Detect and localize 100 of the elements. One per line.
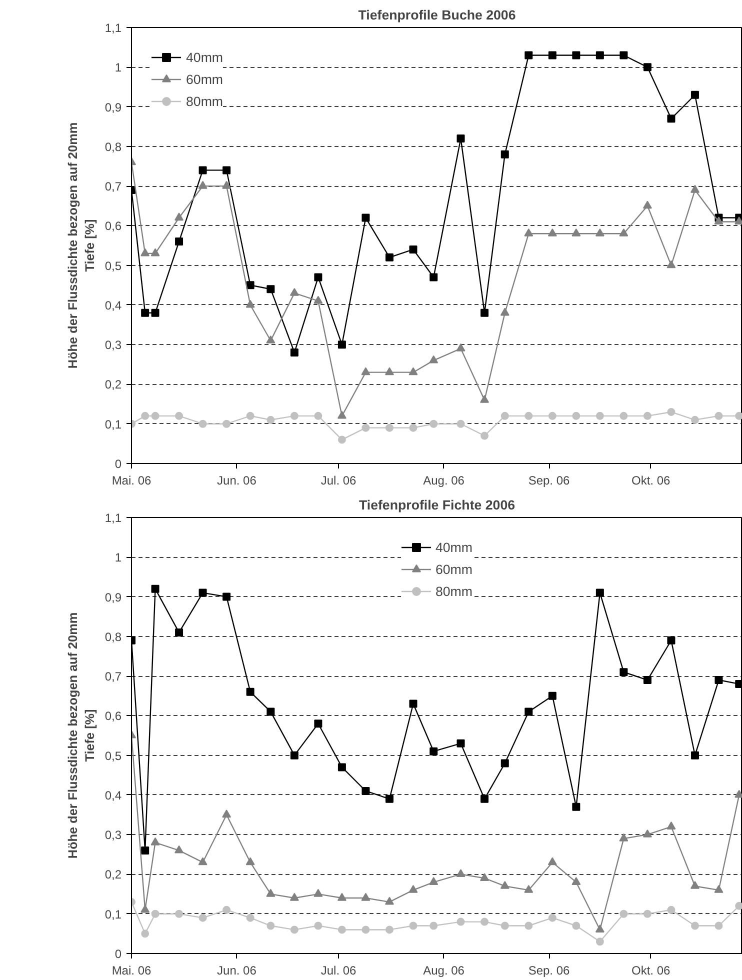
x-tick-label: Jul. 06 [320, 474, 357, 488]
point [619, 228, 628, 236]
point [572, 228, 581, 236]
point [361, 367, 370, 376]
y-tick-label: 0,1 [104, 907, 122, 922]
point [140, 904, 150, 913]
y-tick-label: 0 [114, 457, 122, 471]
point [198, 857, 208, 866]
point [429, 355, 438, 364]
point [409, 700, 418, 708]
point [595, 924, 604, 933]
point [314, 296, 323, 304]
point [290, 892, 299, 901]
point [198, 914, 207, 922]
point [429, 877, 438, 885]
point [384, 367, 394, 376]
y-tick-label: 0,1 [104, 417, 122, 432]
point [246, 914, 254, 922]
legend-label: 60mm [186, 72, 224, 86]
point [246, 857, 255, 866]
point [150, 248, 160, 256]
point [735, 902, 742, 910]
point [384, 896, 394, 905]
point [596, 412, 604, 420]
y-tick-label: 0,9 [104, 100, 122, 114]
point [409, 922, 418, 930]
point [314, 412, 322, 420]
point [174, 212, 184, 221]
point [620, 51, 628, 60]
point [500, 759, 509, 768]
point [690, 751, 699, 760]
point [175, 238, 184, 246]
point [362, 786, 370, 795]
point [714, 922, 723, 930]
point [548, 412, 556, 420]
point [620, 668, 628, 676]
point [175, 628, 184, 636]
point [266, 888, 276, 897]
point [642, 829, 652, 838]
point [290, 348, 298, 357]
point [338, 436, 346, 444]
point [198, 180, 208, 189]
point [338, 763, 346, 772]
y-tick-label: 1,1 [104, 21, 122, 35]
point [430, 420, 438, 428]
y-tick-label: 0,2 [104, 378, 122, 392]
point [409, 424, 418, 432]
point [595, 228, 604, 236]
y-tick-label: 0,8 [104, 140, 122, 154]
point [456, 918, 465, 926]
point [175, 910, 184, 918]
point [667, 636, 676, 644]
x-tick-label: Jun. 06 [217, 474, 257, 488]
point [620, 412, 628, 420]
point [735, 412, 742, 420]
point [151, 412, 160, 420]
point [198, 588, 207, 597]
chart-title: Tiefenprofile Buche 2006 [358, 8, 516, 22]
point [198, 166, 207, 174]
point [151, 910, 160, 918]
point [290, 288, 299, 296]
point [596, 588, 604, 597]
point [524, 228, 534, 236]
point [643, 676, 652, 684]
point [500, 150, 509, 158]
y-tick-label: 1 [114, 60, 122, 75]
point [430, 273, 438, 282]
point [667, 408, 676, 416]
point [480, 308, 489, 317]
point [222, 810, 232, 818]
point [480, 918, 489, 926]
point [246, 412, 254, 420]
y-tick-label: 0,7 [104, 180, 122, 194]
point [174, 845, 184, 854]
y-tick-label: 0,7 [104, 670, 122, 684]
point [643, 412, 652, 420]
point [642, 200, 652, 209]
legend-label: 40mm [186, 50, 224, 64]
point [667, 114, 676, 123]
point [619, 833, 628, 842]
x-tick-label: Mai. 06 [112, 964, 152, 978]
y-tick-label: 0,9 [104, 590, 122, 604]
point [714, 216, 724, 225]
point [548, 692, 556, 700]
point [385, 794, 394, 803]
point [456, 739, 465, 748]
point [141, 308, 150, 317]
point [314, 922, 322, 930]
point [548, 914, 556, 922]
y-axis-title: Höhe der Flussdichte bezogen auf 20mm Tiefe [%] [66, 612, 97, 859]
point [690, 922, 699, 930]
point [548, 857, 557, 866]
point [500, 922, 509, 930]
point [246, 688, 254, 696]
point [175, 412, 184, 420]
x-tick-label: Aug. 06 [423, 964, 465, 978]
point [246, 281, 254, 290]
y-tick-label: 0,6 [104, 709, 122, 724]
point [548, 51, 556, 60]
point [572, 922, 580, 930]
